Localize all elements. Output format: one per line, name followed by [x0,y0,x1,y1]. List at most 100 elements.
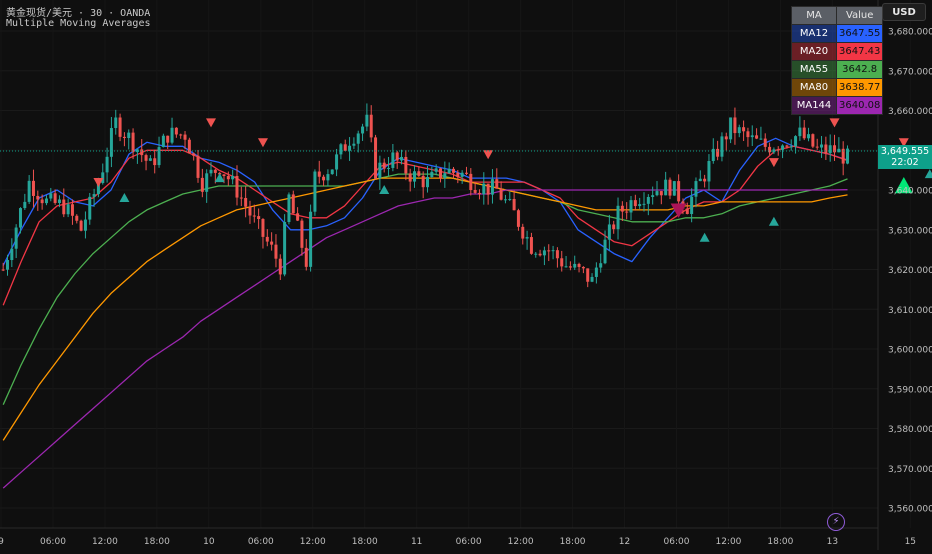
indicator-title[interactable]: Multiple Moving Averages [6,18,151,29]
candle-body [568,266,572,268]
y-tick-label: 3,560.000 [888,505,932,515]
x-tick-label: 06:00 [664,537,690,547]
y-tick-label: 3,620.000 [888,266,932,276]
candle-body [668,179,672,196]
candle-body [226,176,230,180]
y-tick-label: 3,670.000 [888,67,932,77]
candle-body [118,117,122,137]
candle-body [690,196,694,214]
symbol-title[interactable]: 黄金现货/美元 · 30 · OANDA [6,8,151,19]
candle-body [140,149,144,156]
candle-body [382,162,386,169]
candle-body [841,148,845,164]
candle-body [607,224,611,240]
candle-body [781,145,785,150]
candle-body [66,204,70,215]
buy-signal-marker [894,177,913,194]
y-tick-label: 3,630.000 [888,226,932,236]
candle-body [14,227,18,249]
ma-line-ma55 [2,173,848,405]
ma-row-144: MA144 3640.08 [791,96,884,115]
sell-signal-marker [829,118,840,128]
x-tick-label: 12:00 [92,537,118,547]
candle-body [144,155,148,161]
sell-signal-marker [768,158,779,168]
candle-body [746,131,750,138]
candle-body [447,168,451,174]
candle-body [677,181,681,202]
x-tick-label: 18:00 [144,537,170,547]
candle-body [707,161,711,182]
candle-body [573,263,577,268]
candle-body [590,276,594,282]
candle-body [283,221,287,275]
candle-body [755,135,759,139]
last-price-value: 3,649.555 [880,146,930,157]
lightning-icon[interactable]: ⚡ [827,513,845,531]
candle-body [101,172,105,184]
candle-body [75,215,79,221]
candle-body [547,250,551,252]
candle-body [768,146,772,153]
candle-body [477,192,481,195]
candle-body [127,132,131,139]
candle-body [27,180,31,202]
candle-body [209,169,213,174]
candle-body [166,135,170,143]
candle-body [443,173,447,179]
candle-body [40,199,44,204]
candle-body [10,248,14,261]
ma-name-cell: MA12 [791,24,837,43]
candle-body [646,196,650,204]
candle-body [265,236,269,242]
y-tick-label: 3,570.000 [888,465,932,475]
candle-body [231,175,235,180]
candle-body [659,191,663,196]
ma-name-cell: MA20 [791,42,837,61]
candle-body [469,173,473,190]
candle-body [170,127,174,143]
candle-body [44,198,48,204]
candle-body [490,179,494,195]
candle-body [625,211,629,213]
candle-body [759,138,763,140]
candle-body [603,239,607,264]
currency-button[interactable]: USD [882,3,926,21]
candle-body [105,156,109,173]
value-header: Value [835,6,884,25]
candle-body [244,197,248,207]
candle-body [724,136,728,140]
candle-body [317,171,321,177]
ma-line-ma144 [2,189,848,489]
candle-body [594,267,598,277]
candle-body [205,173,209,192]
candle-body [257,216,261,220]
candle-body [776,149,780,151]
candle-body [542,250,546,256]
candle-body [521,226,525,239]
candle-body [703,178,707,182]
candle-body [581,266,585,269]
candle-body [516,210,520,227]
candle-body [655,191,659,196]
sell-signal-marker [257,138,268,148]
candle-body [798,127,802,137]
buy-signal-marker [699,232,710,242]
sell-signal-marker [898,138,909,148]
candle-body [365,114,369,127]
candle-body [499,188,503,200]
candle-body [135,149,139,153]
candle-body [672,181,676,196]
candle-body [304,247,308,267]
candle-body [187,139,191,154]
candle-body [711,148,715,162]
candle-body [737,127,741,134]
candle-body [300,220,304,248]
ma-value-cell: 3647.55 [835,24,884,43]
candle-body [824,144,828,154]
ma-row-80: MA80 3638.77 [791,78,884,97]
y-tick-label: 3,600.000 [888,346,932,356]
candle-body [31,180,35,196]
candle-body [408,173,412,182]
candle-body [96,183,100,195]
